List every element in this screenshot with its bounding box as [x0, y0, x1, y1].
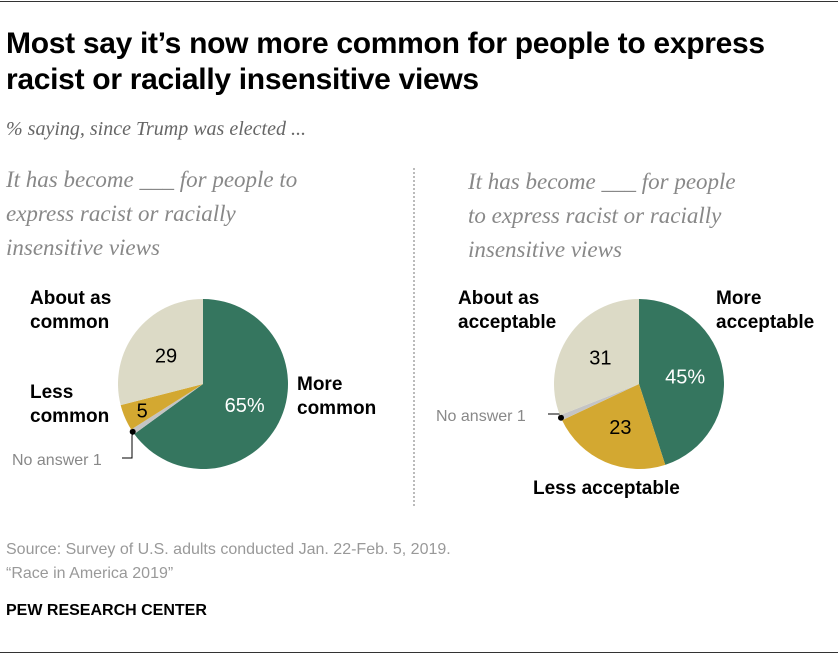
pie-slice-no-answer [131, 384, 203, 434]
label-more-acceptable: More acceptable [716, 288, 815, 333]
top-rule [0, 1, 838, 2]
pie-data-label: 65% [225, 395, 265, 417]
left-question: It has become ___ for people to express … [6, 163, 297, 265]
brand-logo-text: PEW RESEARCH CENTER [6, 602, 207, 619]
pie-slice-more-acceptable [639, 299, 724, 465]
right-question: It has become ___ for people to express … [468, 165, 736, 267]
right-question-line: insensitive views [468, 237, 622, 262]
left-question-line: express racist or racially [6, 201, 236, 226]
source-note: Source: Survey of U.S. adults conducted … [6, 541, 451, 558]
pie-data-label: 29 [155, 345, 177, 367]
pie-slice-no-answer [559, 384, 639, 421]
left-question-line: It has become ___ for people to [6, 167, 298, 192]
pie-slice-more-common [134, 299, 288, 469]
right-question-line: It has become ___ for people [468, 169, 736, 194]
pie-slice-less-common [120, 384, 203, 430]
bottom-rule [0, 652, 838, 653]
label-more-common: More common [297, 374, 377, 419]
no-answer-leader-dot [557, 414, 564, 421]
label-no-answer-right: No answer 1 [436, 408, 526, 425]
chart-title: Most say it’s now more common for people… [6, 27, 765, 96]
label-about-common: About as common [30, 288, 112, 333]
pie-data-label: 5 [137, 400, 148, 422]
pie-slice-about-as-acceptable [554, 299, 639, 416]
pie-slice-about-as-common [118, 299, 203, 406]
chart-subtitle: % saying, since Trump was elected ... [6, 118, 306, 140]
no-answer-leader-line [122, 431, 134, 459]
left-question-line: insensitive views [6, 235, 160, 260]
pie-slice-less-acceptable [562, 384, 666, 470]
label-about-acceptable: About as acceptable [458, 288, 557, 333]
no-answer-leader-dot [129, 428, 136, 435]
label-no-answer-left: No answer 1 [12, 452, 102, 469]
label-less-acceptable: Less acceptable [533, 478, 680, 499]
report-note: “Race in America 2019” [6, 565, 174, 582]
pie-data-label: 45% [665, 367, 705, 389]
panel-divider [413, 168, 415, 506]
label-less-common: Less common [30, 382, 110, 427]
pie-data-label: 31 [589, 348, 611, 370]
right-question-line: to express racist or racially [468, 203, 722, 228]
pie-data-label: 23 [609, 417, 631, 439]
